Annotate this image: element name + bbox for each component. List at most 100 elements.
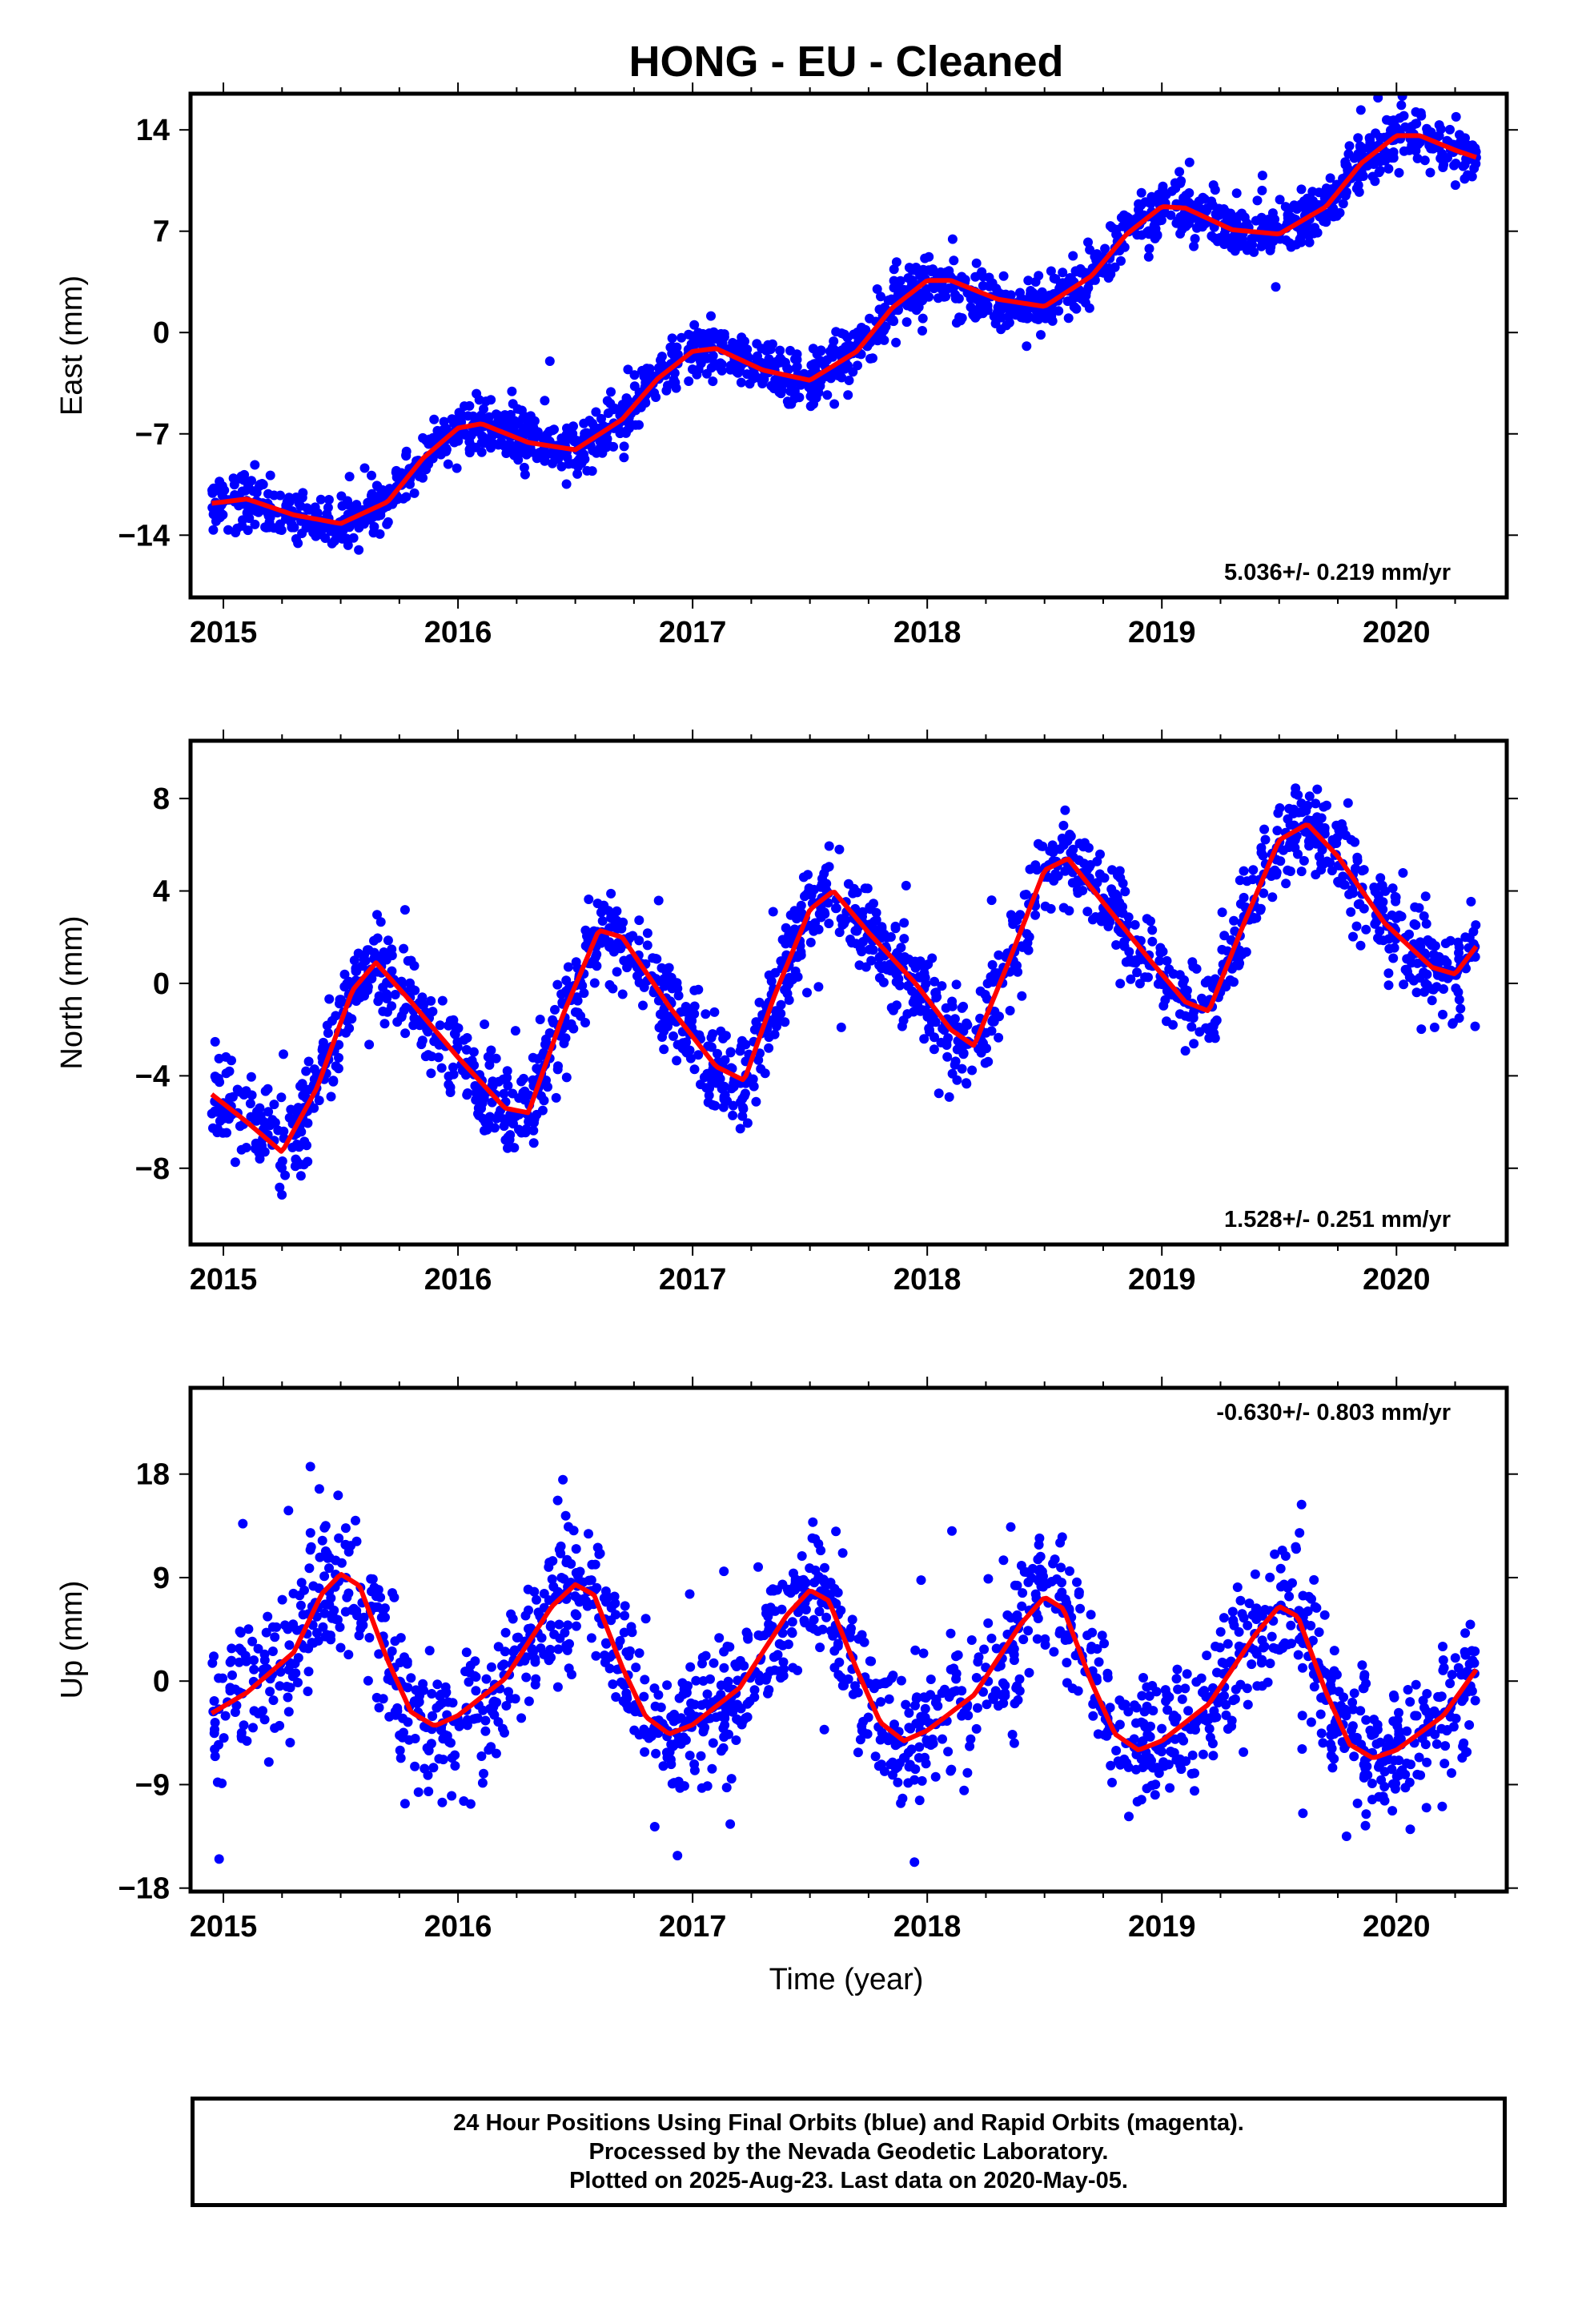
data-point [406, 983, 416, 993]
data-point [714, 1633, 725, 1643]
data-point [1355, 105, 1366, 115]
data-point [510, 1694, 520, 1704]
data-point [1450, 180, 1460, 191]
data-point [577, 980, 588, 991]
data-point [640, 1614, 651, 1624]
data-point [1082, 865, 1092, 875]
data-point [283, 1707, 294, 1717]
data-point [461, 1044, 472, 1055]
data-point [794, 392, 805, 403]
data-point [863, 1712, 873, 1723]
data-point [1388, 1716, 1399, 1727]
data-point [1119, 941, 1130, 951]
x-tick-label: 2015 [190, 1263, 258, 1297]
data-point [1162, 986, 1172, 996]
data-point [865, 353, 875, 364]
data-point [831, 1526, 841, 1537]
data-point [1371, 916, 1382, 927]
data-point [1275, 195, 1285, 205]
data-point [834, 927, 845, 938]
data-point [1375, 926, 1385, 936]
data-point [987, 278, 998, 288]
data-point [751, 1017, 761, 1027]
data-point [215, 476, 225, 487]
data-point [1437, 149, 1447, 159]
data-point [484, 1059, 495, 1070]
data-point [891, 257, 901, 267]
data-point [1348, 931, 1358, 942]
data-point [232, 523, 243, 533]
data-point [834, 1657, 845, 1667]
data-point [453, 436, 464, 446]
data-point [290, 1161, 300, 1172]
data-point [786, 1626, 797, 1637]
data-point [934, 1088, 944, 1099]
data-point [277, 1190, 287, 1200]
data-point [450, 1750, 460, 1760]
data-point [705, 1084, 714, 1093]
data-point [754, 997, 765, 1007]
y-tick-label: −7 [135, 418, 170, 452]
data-point [347, 502, 358, 513]
data-point [1349, 1751, 1359, 1762]
data-point [834, 844, 845, 854]
data-point [1174, 1009, 1185, 1019]
data-point [1325, 173, 1335, 183]
data-point [1173, 1684, 1183, 1695]
data-point [870, 1751, 881, 1762]
data-point [772, 359, 782, 369]
data-point [1427, 995, 1437, 1006]
data-point [1017, 1601, 1027, 1611]
data-point [954, 1022, 964, 1032]
data-point [1319, 826, 1330, 836]
data-point [480, 1726, 491, 1736]
data-point [684, 376, 694, 386]
data-point [869, 899, 878, 909]
data-point [1388, 953, 1399, 963]
data-point [797, 908, 807, 919]
data-point [1239, 866, 1249, 876]
data-point [208, 509, 219, 520]
data-point [1219, 1613, 1229, 1623]
data-point [1034, 271, 1044, 281]
data-point [1403, 967, 1412, 977]
data-point [634, 1648, 644, 1659]
data-point [741, 1713, 751, 1723]
data-point [1146, 199, 1156, 209]
data-point [1386, 116, 1395, 126]
data-point [280, 1170, 291, 1180]
data-point [613, 938, 624, 947]
data-point [259, 1715, 270, 1725]
data-point [909, 1857, 920, 1868]
data-point [1304, 230, 1315, 240]
data-point [737, 1041, 746, 1051]
data-point [829, 336, 839, 347]
data-point [238, 515, 247, 525]
data-point [1173, 216, 1183, 226]
data-point [382, 519, 392, 529]
data-point [697, 1659, 707, 1669]
data-point [1132, 1796, 1142, 1807]
data-point [351, 1515, 360, 1526]
data-point [294, 498, 304, 509]
data-point [1174, 167, 1185, 177]
data-point [1067, 878, 1078, 888]
fit-line-east [211, 133, 1477, 526]
data-point [1312, 784, 1323, 794]
data-point [1221, 1710, 1231, 1720]
data-point [920, 253, 930, 263]
data-point [1378, 897, 1388, 907]
data-point [1200, 978, 1211, 988]
data-point [691, 1675, 701, 1686]
data-point [298, 1091, 308, 1100]
data-point [1398, 868, 1408, 878]
data-point [660, 981, 670, 991]
data-point [1263, 1677, 1273, 1687]
data-point [1260, 1605, 1271, 1614]
data-point [697, 337, 706, 348]
data-point [1318, 1738, 1328, 1748]
data-point [1009, 1738, 1019, 1748]
data-point [792, 361, 802, 372]
data-point [1424, 140, 1435, 151]
data-point [1436, 1723, 1447, 1734]
